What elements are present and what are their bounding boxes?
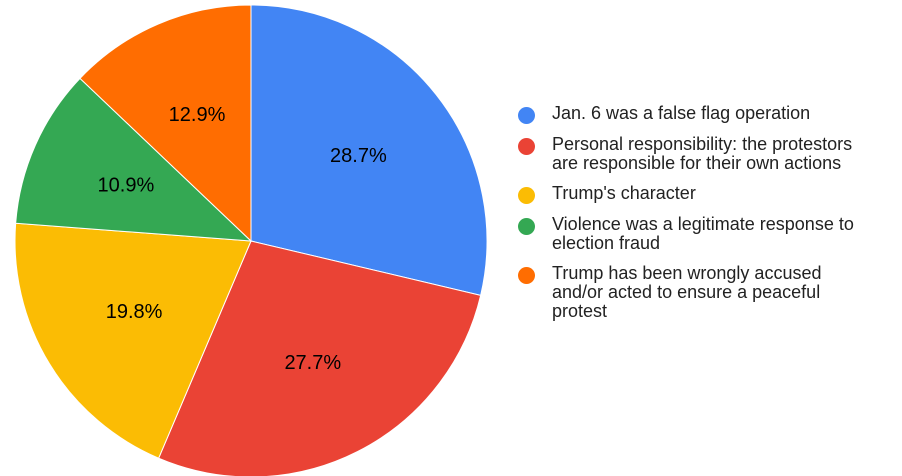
pie-value-label-false-flag: 28.7% — [330, 145, 387, 167]
legend-swatch-personal-responsibility — [518, 138, 535, 155]
chart-legend: Jan. 6 was a false flag operation Person… — [518, 104, 898, 332]
legend-label-wrongly-accused: Trump has been wrongly accused and/or ac… — [552, 263, 822, 321]
legend-swatch-false-flag — [518, 107, 535, 124]
pie-value-label-trumps-character: 19.8% — [106, 301, 163, 323]
pie-value-label-violence-legitimate: 10.9% — [98, 175, 155, 197]
pie-slices — [14, 4, 488, 476]
legend-label-false-flag: Jan. 6 was a false flag operation — [552, 103, 811, 123]
legend-label-violence-legitimate: Violence was a legitimate response to el… — [552, 214, 854, 253]
legend-item-wrongly-accused: Trump has been wrongly accused and/or ac… — [518, 264, 898, 321]
pie-slice-violence-legitimate — [15, 77, 253, 242]
legend-swatch-trumps-character — [518, 187, 535, 204]
legend-item-false-flag: Jan. 6 was a false flag operation — [518, 104, 898, 124]
legend-item-violence-legitimate: Violence was a legitimate response to el… — [518, 215, 898, 253]
legend-label-trumps-character: Trump's character — [552, 183, 696, 203]
legend-item-trumps-character: Trump's character — [518, 184, 898, 204]
pie-slice-wrongly-accused — [79, 4, 252, 243]
pie-slice-false-flag — [250, 4, 488, 296]
pie-value-label-personal-responsibility: 27.7% — [284, 352, 341, 374]
legend-item-personal-responsibility: Personal responsibility: the protestors … — [518, 135, 898, 173]
pie-slice-trumps-character — [14, 222, 252, 459]
pie-value-labels: 28.7% 27.7% 19.8% 10.9% 12.9% — [98, 104, 387, 374]
pie-slice-personal-responsibility — [157, 240, 482, 476]
legend-swatch-violence-legitimate — [518, 218, 535, 235]
legend-swatch-wrongly-accused — [518, 267, 535, 284]
pie-value-label-wrongly-accused: 12.9% — [169, 104, 226, 126]
legend-label-personal-responsibility: Personal responsibility: the protestors … — [552, 134, 853, 173]
